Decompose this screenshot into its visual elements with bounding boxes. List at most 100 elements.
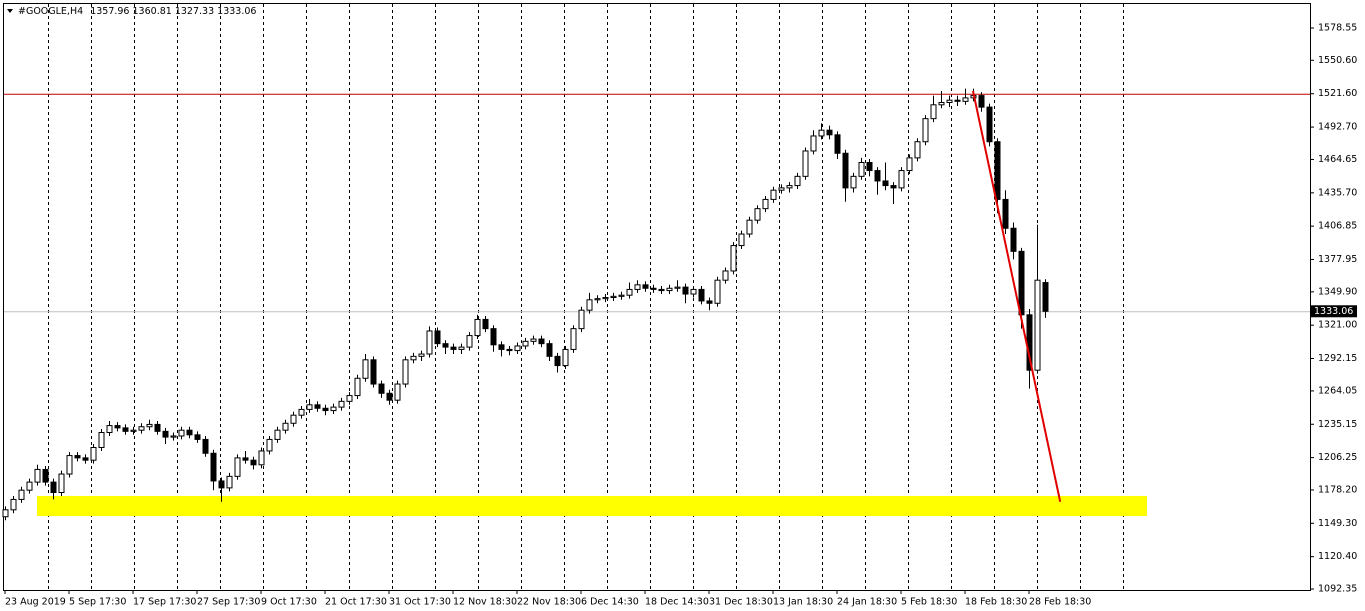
candle-body xyxy=(698,288,705,302)
candle-body xyxy=(866,162,873,172)
candle-body xyxy=(618,294,625,297)
candle-body xyxy=(66,455,73,475)
candle-body xyxy=(34,468,41,483)
candle-body xyxy=(746,219,753,235)
x-tick-label: 31 Dec 18:30 xyxy=(709,597,773,608)
candle-body xyxy=(898,170,905,189)
candle-body xyxy=(274,429,281,440)
candle-body xyxy=(378,383,385,394)
x-tick-label: 27 Sep 17:30 xyxy=(197,597,260,608)
candle-body xyxy=(818,129,825,137)
candle-body xyxy=(594,298,601,301)
candle-body xyxy=(474,318,481,337)
y-tick-label: 1178.20 xyxy=(1318,484,1357,495)
candle-body xyxy=(170,435,177,438)
candle-body xyxy=(522,340,529,347)
candle-body xyxy=(146,423,153,428)
candle-body xyxy=(26,481,33,491)
candle-body xyxy=(986,106,993,143)
candle-body xyxy=(602,297,609,300)
candle-body xyxy=(18,489,25,500)
trend-line xyxy=(972,90,1062,502)
candle-body xyxy=(906,157,913,172)
candle-body xyxy=(58,473,65,493)
support-zone xyxy=(37,495,1147,517)
candle-body xyxy=(290,414,297,424)
y-tick-label: 1264.05 xyxy=(1318,385,1357,396)
y-tick-label: 1578.55 xyxy=(1318,23,1357,34)
candle-body xyxy=(994,141,1001,200)
y-tick-label: 1492.70 xyxy=(1318,122,1357,133)
candle-body xyxy=(98,432,105,448)
y-tick-label: 1235.15 xyxy=(1318,419,1357,430)
candle-body xyxy=(434,330,441,345)
candle-body xyxy=(722,270,729,281)
candle-body xyxy=(810,135,817,152)
candle-body xyxy=(890,185,897,189)
last-open: 1357.96 xyxy=(90,6,129,17)
symbol: #GOOGLE,H4 xyxy=(18,6,83,17)
candle-body xyxy=(914,141,921,159)
candle-body xyxy=(466,335,473,348)
candle-body xyxy=(2,509,9,518)
candle-body xyxy=(778,187,785,191)
candle-body xyxy=(498,344,505,350)
candle-body xyxy=(714,279,721,304)
menu-arrow xyxy=(7,9,13,13)
candle-body xyxy=(538,338,545,345)
x-tick-label: 18 Feb 18:30 xyxy=(965,597,1027,608)
candle-body xyxy=(426,330,433,355)
x-tick-label: 5 Sep 17:30 xyxy=(69,597,126,608)
candle-body xyxy=(666,287,673,292)
y-tick-label: 1292.15 xyxy=(1318,353,1357,364)
candle-body xyxy=(842,152,849,189)
candle-body xyxy=(610,295,617,299)
candle-body xyxy=(42,468,49,483)
candle-body xyxy=(282,422,289,431)
y-tick-label: 1120.40 xyxy=(1318,551,1357,562)
candle-body xyxy=(322,407,329,412)
candle-body xyxy=(586,299,593,311)
candle-body xyxy=(682,286,689,295)
candle-body xyxy=(154,423,161,432)
x-tick-label: 23 Aug 2019 xyxy=(5,597,66,608)
x-tick-label: 21 Oct 17:30 xyxy=(325,597,387,608)
candle-body xyxy=(506,348,513,352)
candle-body xyxy=(402,359,409,385)
y-tick-label: 1092.35 xyxy=(1318,584,1357,595)
last-high: 1360.81 xyxy=(133,6,172,17)
candle-body xyxy=(1018,250,1025,316)
candle-body xyxy=(482,318,489,330)
candle-body xyxy=(394,383,401,401)
candle-body xyxy=(362,359,369,379)
candle-body xyxy=(578,309,585,330)
candle-body xyxy=(82,457,89,461)
x-tick-label: 12 Nov 18:30 xyxy=(453,597,517,608)
candle-body xyxy=(546,343,553,357)
candle-body xyxy=(194,434,201,440)
candle-body xyxy=(674,286,681,289)
candle-body xyxy=(946,99,953,103)
candle-body xyxy=(186,429,193,436)
candle-body xyxy=(802,150,809,177)
candle-body xyxy=(258,450,265,466)
candle-body xyxy=(162,430,169,438)
candle-body xyxy=(850,175,857,189)
candle-body xyxy=(114,425,121,429)
candle-body xyxy=(306,404,313,410)
y-tick-label: 1377.95 xyxy=(1318,254,1357,265)
candle-body xyxy=(554,355,561,367)
candle-body xyxy=(874,170,881,182)
chart-header: #GOOGLE,H4 1357.96 1360.81 1327.33 1333.… xyxy=(18,6,256,17)
candle-body xyxy=(978,95,985,108)
candle-body xyxy=(530,338,537,342)
candle-body xyxy=(738,233,745,247)
price-box xyxy=(1311,305,1357,318)
candle-body xyxy=(450,346,457,350)
candle-body xyxy=(770,189,777,200)
candle-body xyxy=(650,287,657,290)
candle-body xyxy=(346,395,353,402)
candle-body xyxy=(210,452,217,482)
candle-body xyxy=(122,427,129,432)
candle-body xyxy=(74,455,81,459)
